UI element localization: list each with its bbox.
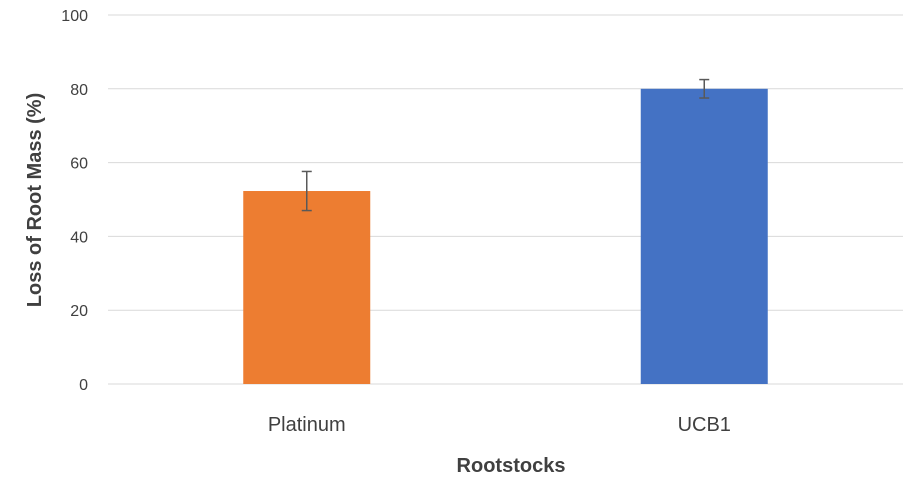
y-tick-label: 60 bbox=[70, 156, 88, 173]
x-tick-label: UCB1 bbox=[678, 414, 731, 436]
error-bars bbox=[301, 78, 710, 212]
y-tick-label: 20 bbox=[70, 303, 88, 320]
y-axis-title: Loss of Root Mass (%) bbox=[24, 93, 46, 307]
y-tick-label: 100 bbox=[61, 8, 88, 25]
gridlines bbox=[108, 14, 903, 385]
y-tick-label: 80 bbox=[70, 82, 88, 99]
y-tick-label: 40 bbox=[70, 229, 88, 246]
x-tick-labels: Platinum UCB1 bbox=[268, 414, 731, 436]
bar bbox=[640, 88, 768, 385]
error-bar bbox=[699, 78, 710, 99]
y-tick-label: 0 bbox=[79, 377, 88, 394]
x-axis-title: Rootstocks bbox=[457, 455, 566, 477]
x-tick-label: Platinum bbox=[268, 414, 346, 436]
bars bbox=[243, 88, 768, 385]
bar bbox=[243, 191, 371, 384]
y-tick-labels: 0 20 40 60 80 100 bbox=[61, 8, 88, 394]
error-bar bbox=[301, 170, 312, 212]
